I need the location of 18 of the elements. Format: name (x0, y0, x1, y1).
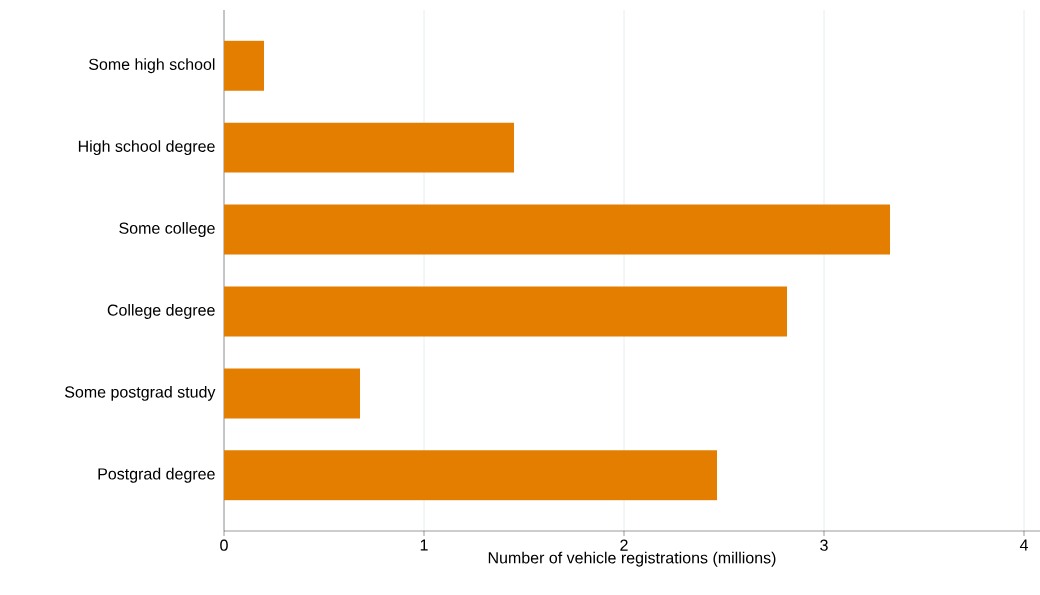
bar (224, 40, 265, 91)
y-tick-label: Some high school (89, 58, 215, 74)
x-tick-label: 0 (220, 539, 228, 551)
x-tick-label: 2 (620, 539, 628, 551)
y-tick-label: College degree (107, 304, 215, 319)
bar (224, 368, 360, 419)
x-axis-title: Number of vehicle registrations (millions) (488, 551, 776, 567)
y-tick-label: High school degree (78, 140, 215, 156)
x-tick-label: 3 (820, 539, 828, 551)
bar (224, 122, 515, 173)
y-tick-label: Some postgrad study (65, 385, 216, 401)
x-tick-label: 4 (1019, 539, 1028, 551)
y-tick-label: Some college (119, 222, 215, 238)
bar (224, 286, 788, 337)
bar (224, 450, 718, 501)
x-tick-label: 1 (420, 539, 428, 551)
y-tick-label: Postgrad degree (98, 467, 215, 483)
bar (224, 204, 891, 255)
